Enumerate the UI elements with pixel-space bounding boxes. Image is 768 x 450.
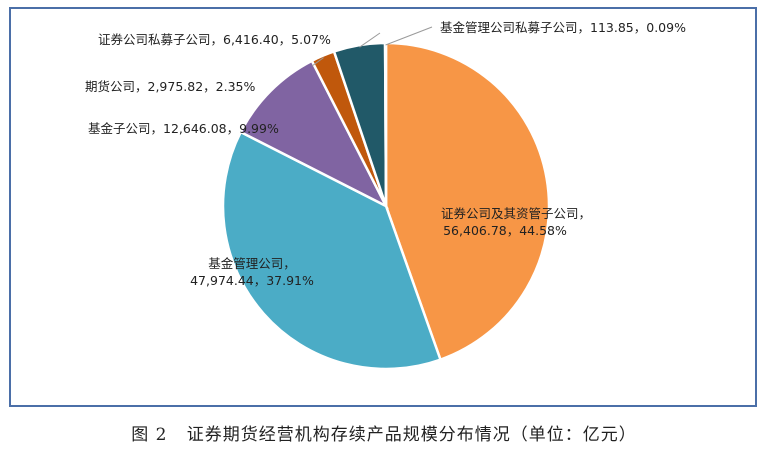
pie-slice-6	[383, 41, 388, 207]
pie-chart: 证券公司及其资管子公司， 56,406.78，44.58% 基金管理公司， 47,97…	[85, 20, 686, 371]
slice-label-1-line-2: 56,406.78，44.58%	[443, 223, 567, 238]
figure-caption: 图 2 证券期货经营机构存续产品规模分布情况（单位：亿元）	[131, 425, 637, 445]
slice-label-2-line-1: 基金管理公司，	[208, 256, 296, 271]
leader-line-4	[311, 57, 324, 67]
slice-label-2-line-2: 47,974.44，37.91%	[190, 273, 314, 288]
chart-frame	[9, 7, 757, 407]
slice-label-4-line-1: 期货公司，2,975.82，2.35%	[85, 79, 255, 94]
pie-slice-1	[384, 41, 551, 362]
slice-label-1-line-1: 证券公司及其资管子公司，	[441, 206, 591, 221]
slice-label-6-line-1: 基金管理公司私募子公司，113.85，0.09%	[440, 20, 686, 35]
pie-slice-2	[221, 130, 443, 371]
leader-line-6	[385, 26, 433, 46]
slice-label-3-line-1: 基金子公司，12,646.08，9.99%	[88, 121, 279, 136]
slice-label-5-line-1: 证券公司私募子公司，6,416.40，5.07%	[98, 32, 331, 47]
leader-line-5	[359, 32, 381, 48]
pie-slice-3	[239, 59, 389, 209]
